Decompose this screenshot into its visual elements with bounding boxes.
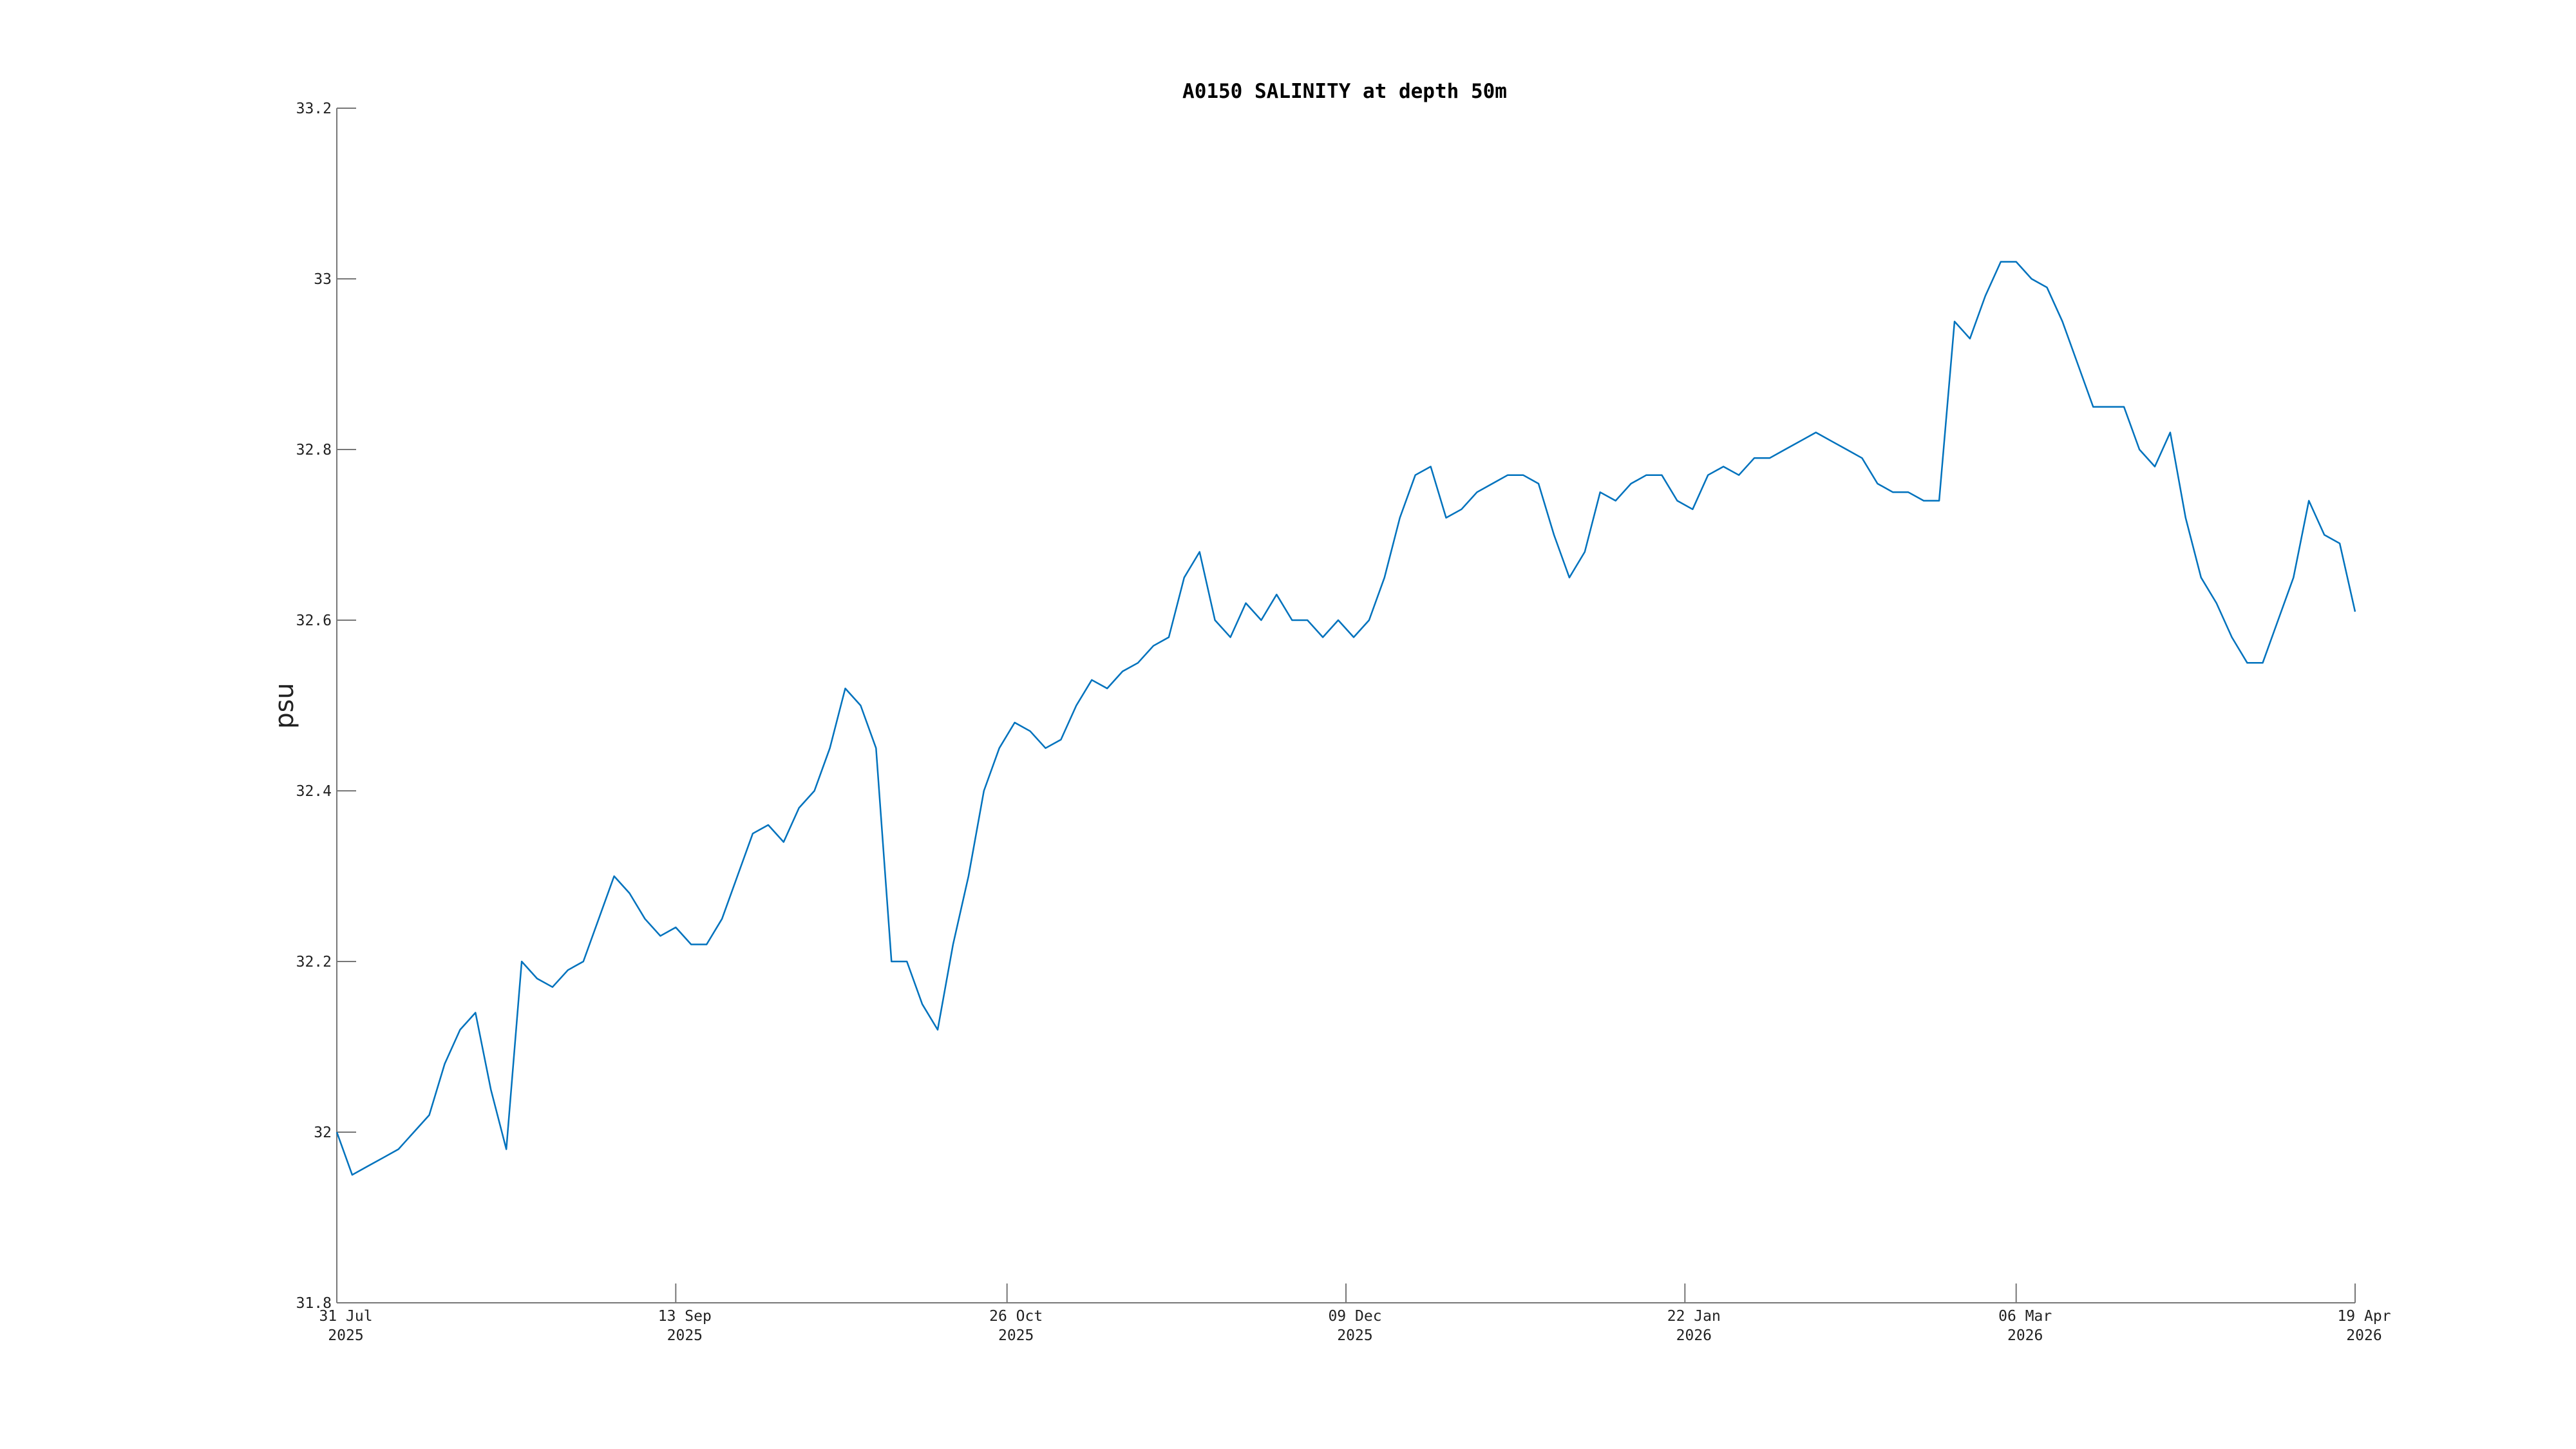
x-tick-label: 2025 (998, 1327, 1034, 1344)
x-tick-label: 2026 (2346, 1327, 2382, 1344)
y-tick-label: 33.2 (296, 100, 332, 117)
x-tick-label: 06 Mar (1998, 1308, 2052, 1325)
x-tick-label: 31 Jul (319, 1308, 372, 1325)
data-line (336, 261, 2356, 1176)
x-tick-label: 13 Sep (658, 1308, 712, 1325)
x-tick-label: 2025 (1337, 1327, 1372, 1344)
y-tick-label: 32.6 (296, 612, 332, 629)
x-tick-label: 26 Oct (989, 1308, 1043, 1325)
y-tick-label: 32.2 (296, 954, 332, 971)
x-tick-label: 2025 (328, 1327, 363, 1344)
x-tick-label: 2026 (1676, 1327, 1712, 1344)
chart-title: A0150 SALINITY at depth 50m (1182, 80, 1507, 103)
y-tick-label: 32.4 (296, 783, 332, 800)
x-tick-label: 19 Apr (2337, 1308, 2391, 1325)
y-axis-label: psu (270, 683, 299, 729)
x-tick-label: 22 Jan (1667, 1308, 1721, 1325)
y-tick-label: 33 (314, 271, 332, 288)
x-tick-label: 2025 (667, 1327, 703, 1344)
y-tick-label: 32 (314, 1124, 332, 1141)
y-tick-label: 31.8 (296, 1295, 332, 1312)
x-tick-label: 09 Dec (1328, 1308, 1381, 1325)
y-tick-label: 32.8 (296, 442, 332, 459)
x-tick-label: 2026 (2007, 1327, 2043, 1344)
